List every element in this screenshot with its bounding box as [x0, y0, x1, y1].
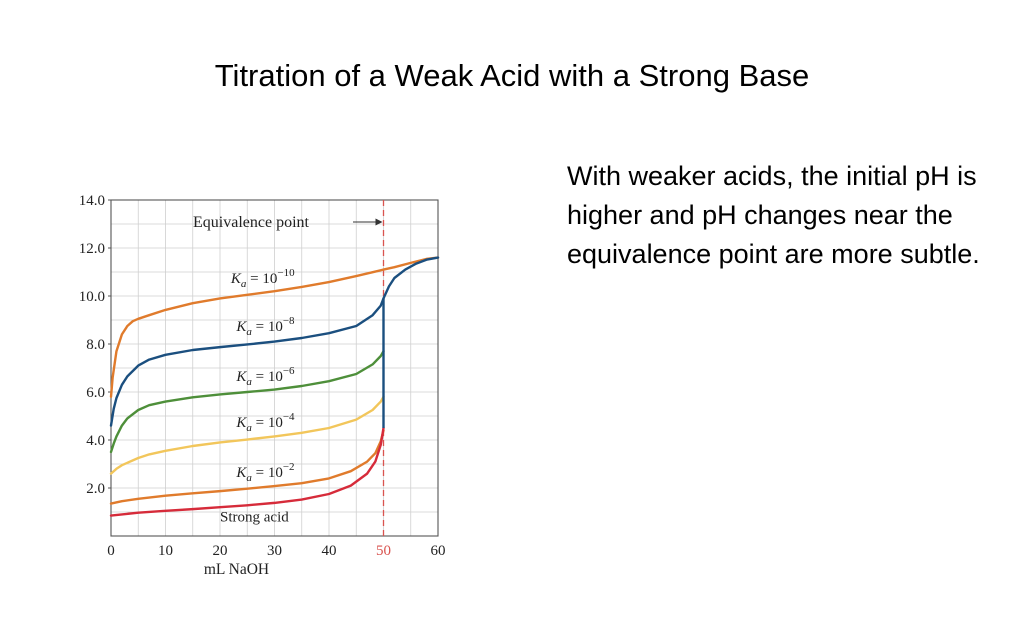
chart-labels: Equivalence point Ka = 10−10 Ka = 10−8 Ka =… — [193, 214, 383, 526]
equivalence-point-label: Equivalence point — [193, 214, 310, 231]
series-label: Ka = 10−4 — [235, 411, 295, 434]
x-axis-title: mL NaOH — [204, 561, 269, 578]
series-label: Strong acid — [220, 510, 289, 526]
y-tick-label: 4.0 — [86, 433, 105, 449]
x-tick-label: 10 — [158, 543, 173, 559]
slide-title: Titration of a Weak Acid with a Strong B… — [214, 58, 810, 93]
y-tick-label: 8.0 — [86, 337, 105, 353]
series-line — [109, 426, 385, 517]
y-tick-label: 2.0 — [86, 481, 105, 497]
y-tick-label: 6.0 — [86, 385, 105, 401]
series-line — [109, 429, 385, 505]
x-tick-label: 50 — [376, 543, 391, 559]
slide-body-text: With weaker acids, the initial pH is hig… — [567, 161, 980, 269]
plot-frame — [110, 199, 439, 537]
chart-lines — [109, 256, 440, 517]
x-tick-label: 40 — [322, 543, 337, 559]
y-tick-label: 12.0 — [79, 241, 105, 257]
x-tick-label: 60 — [431, 543, 446, 559]
x-tick-label: 20 — [213, 543, 228, 559]
series-label: Ka = 10−8 — [235, 315, 295, 338]
series-line — [109, 256, 440, 427]
y-tick-label: 10.0 — [79, 289, 105, 305]
chart-axes: 2.0 4.0 6.0 8.0 10.0 12.0 14.0 0 10 20 30 40 50 60 mL … — [79, 193, 446, 578]
series-line — [109, 395, 385, 475]
equivalence-point-arrowhead — [375, 218, 383, 226]
series-label: Ka = 10−2 — [235, 461, 294, 484]
series-line — [109, 350, 385, 454]
x-tick-label: 30 — [267, 543, 282, 559]
series-label: Ka = 10−10 — [230, 267, 295, 290]
series-label: Ka = 10−6 — [235, 365, 295, 388]
x-tick-label: 0 — [107, 543, 115, 559]
series-line — [109, 256, 440, 398]
y-tick-label: 14.0 — [79, 193, 105, 209]
